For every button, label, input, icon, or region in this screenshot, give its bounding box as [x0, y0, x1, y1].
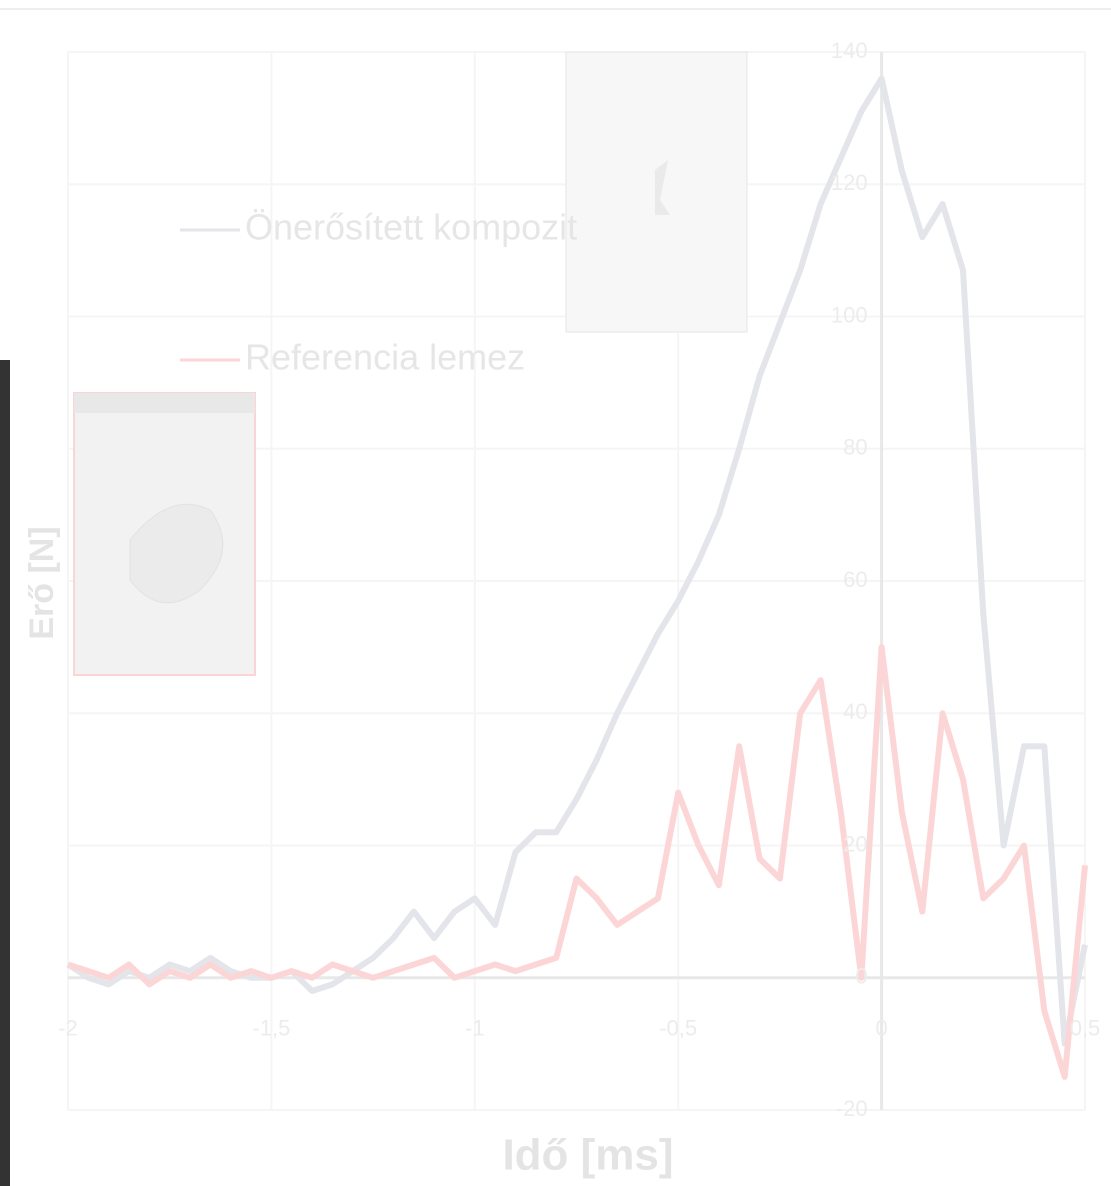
x-tick-label: -0,5	[659, 1016, 697, 1041]
inset-band	[74, 393, 255, 413]
x-tick-label: 0	[875, 1016, 887, 1041]
y-tick-label: 120	[831, 170, 868, 195]
left-photo-strip	[0, 360, 10, 1186]
x-tick-label: -1	[465, 1016, 485, 1041]
y-tick-label: 40	[843, 699, 867, 724]
y-tick-label: -20	[836, 1096, 868, 1121]
legend-label: Önerősített kompozit	[245, 207, 577, 248]
y-tick-label: 140	[831, 38, 868, 63]
legend-label: Referencia lemez	[245, 337, 525, 378]
y-tick-label: 60	[843, 567, 867, 592]
x-tick-label: -2	[58, 1016, 78, 1041]
y-tick-label: 0	[855, 964, 867, 989]
x-tick-label: -1,5	[252, 1016, 290, 1041]
x-axis-title: Idő [ms]	[502, 1131, 673, 1180]
chart: -20 0 20 40 60 80 100 120 140 -2 -1,5 -1 -0,5 0 0,5 Id…	[0, 0, 1111, 1186]
y-tick-label: 100	[831, 302, 868, 327]
y-tick-label: 20	[843, 831, 867, 856]
x-tick-label: 0,5	[1070, 1016, 1101, 1041]
y-axis-title: Erő [N]	[23, 526, 61, 639]
y-tick-label: 80	[843, 435, 867, 460]
